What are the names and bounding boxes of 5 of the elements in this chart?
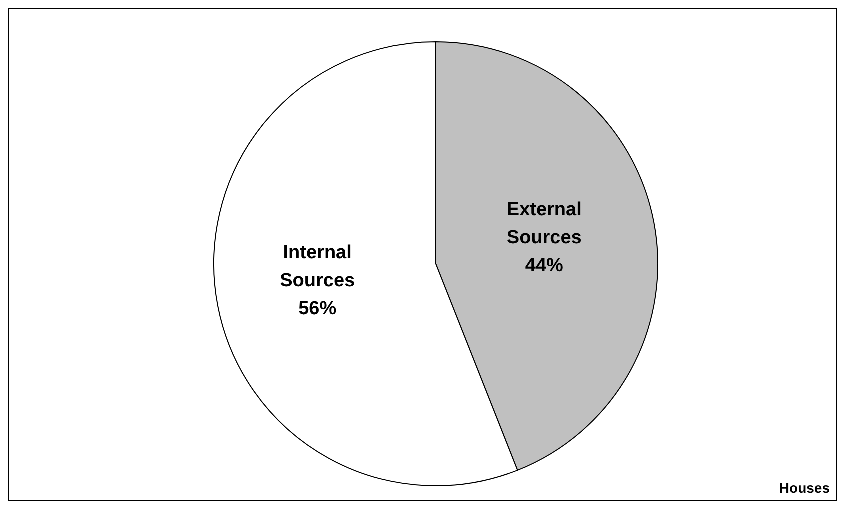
data-label: 44% — [525, 254, 564, 276]
text: Houses — [779, 480, 830, 496]
data-label: 56% — [298, 298, 337, 320]
slice-label: External Sources — [506, 198, 582, 248]
slice-label: Internal Sources — [280, 242, 356, 292]
